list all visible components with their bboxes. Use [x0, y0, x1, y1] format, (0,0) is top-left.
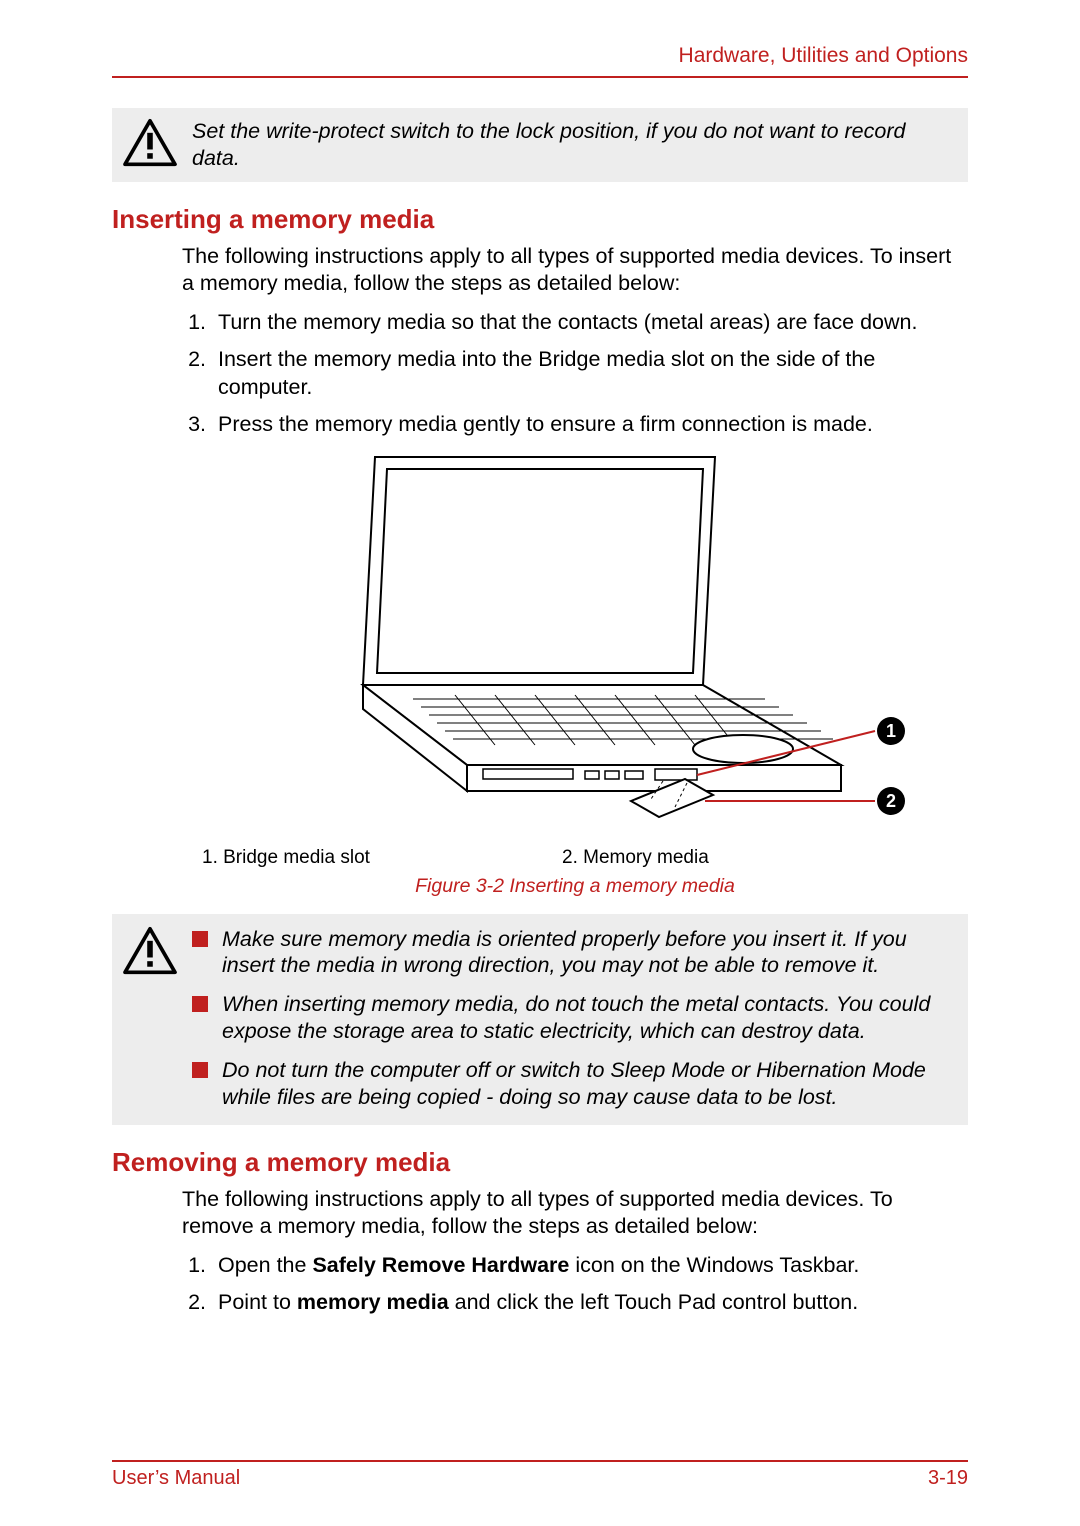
svg-text:1: 1	[886, 721, 896, 741]
caution-box-bullets: Make sure memory media is oriented prope…	[112, 914, 968, 1125]
legend-item-2: 2. Memory media	[562, 847, 709, 869]
figure-caption: Figure 3-2 Inserting a memory media	[182, 875, 968, 898]
caution-text: Set the write-protect switch to the lock…	[192, 118, 954, 172]
manual-page: Hardware, Utilities and Options Set the …	[0, 0, 1080, 1526]
steps-removing: Open the Safely Remove Hardware icon on …	[212, 1252, 968, 1317]
page-content: Set the write-protect switch to the lock…	[112, 108, 968, 1327]
caution-bullet: Make sure memory media is oriented prope…	[192, 926, 954, 980]
figure-inserting-media: 1 2 1. Bridge media slot 2. Memory media…	[182, 449, 968, 898]
intro-removing: The following instructions apply to all …	[182, 1186, 968, 1240]
step-item: Open the Safely Remove Hardware icon on …	[212, 1252, 968, 1280]
svg-text:2: 2	[886, 791, 896, 811]
step-item: Point to memory media and click the left…	[212, 1289, 968, 1317]
heading-removing: Removing a memory media	[112, 1147, 968, 1178]
footer-rule	[112, 1460, 968, 1462]
warning-icon	[122, 926, 178, 1111]
figure-legend: 1. Bridge media slot 2. Memory media	[182, 847, 968, 869]
warning-icon	[122, 118, 178, 168]
step-item: Press the memory media gently to ensure …	[212, 411, 968, 439]
footer-right: 3-19	[928, 1467, 968, 1490]
caution-bullet: Do not turn the computer off or switch t…	[192, 1057, 954, 1111]
running-header: Hardware, Utilities and Options	[679, 44, 968, 68]
callout-1: 1	[877, 717, 905, 745]
caution-bullet: When inserting memory media, do not touc…	[192, 991, 954, 1045]
heading-inserting: Inserting a memory media	[112, 204, 968, 235]
callout-2: 2	[877, 787, 905, 815]
caution-bullet-list: Make sure memory media is oriented prope…	[192, 926, 954, 1111]
step-item: Insert the memory media into the Bridge …	[212, 346, 968, 401]
header-rule	[112, 76, 968, 78]
legend-item-1: 1. Bridge media slot	[202, 847, 562, 869]
step-item: Turn the memory media so that the contac…	[212, 309, 968, 337]
caution-box-write-protect: Set the write-protect switch to the lock…	[112, 108, 968, 182]
intro-inserting: The following instructions apply to all …	[182, 243, 968, 297]
laptop-illustration: 1 2	[235, 449, 915, 839]
steps-inserting: Turn the memory media so that the contac…	[212, 309, 968, 439]
footer-left: User’s Manual	[112, 1467, 240, 1490]
